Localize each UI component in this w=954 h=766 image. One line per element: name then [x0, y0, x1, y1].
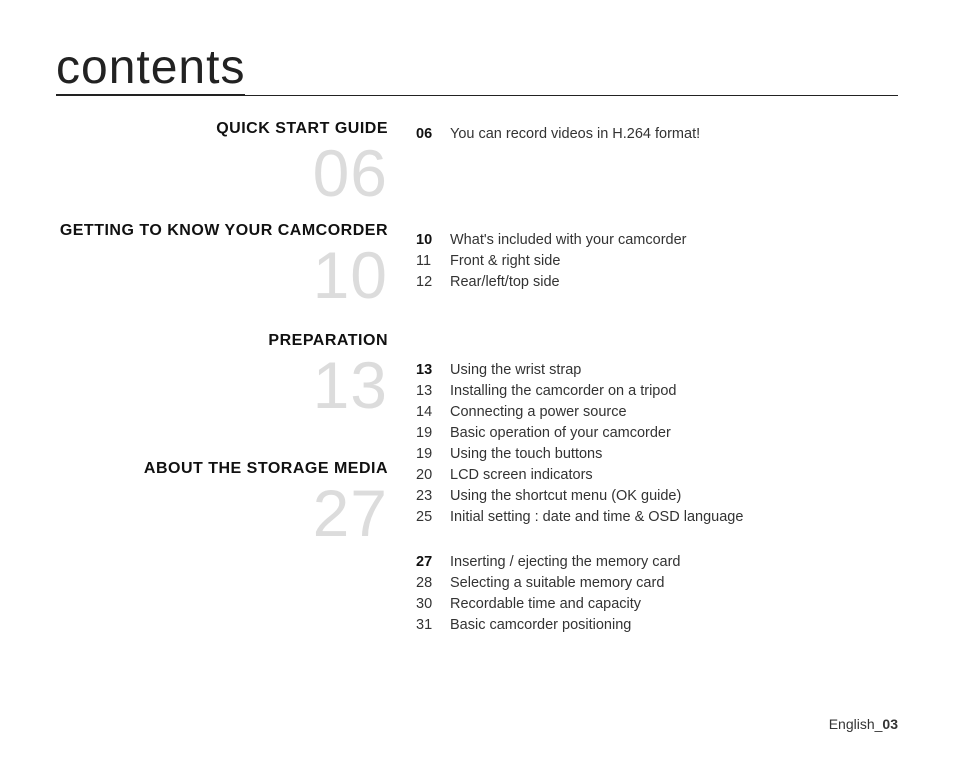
entry-page: 11	[416, 251, 450, 271]
entry-text: Using the shortcut menu (OK guide)	[450, 486, 898, 506]
entry-page: 12	[416, 272, 450, 292]
toc-entry: 10 What's included with your camcorder	[416, 230, 898, 250]
entry-text: Basic operation of your camcorder	[450, 423, 898, 443]
entry-page: 06	[416, 124, 450, 144]
entry-text: You can record videos in H.264 format!	[450, 124, 898, 144]
entry-text: Inserting / ejecting the memory card	[450, 552, 898, 572]
toc-entry: 30 Recordable time and capacity	[416, 594, 898, 614]
entries-column: 06 You can record videos in H.264 format…	[416, 120, 898, 636]
toc-entry: 19 Using the touch buttons	[416, 444, 898, 464]
entry-text: Installing the camcorder on a tripod	[450, 381, 898, 401]
page-footer: English_03	[829, 716, 898, 732]
entry-page: 30	[416, 594, 450, 614]
entry-text: Rear/left/top side	[450, 272, 898, 292]
section-page-number: 06	[56, 140, 388, 206]
entry-page: 19	[416, 423, 450, 443]
toc-entry: 31 Basic camcorder positioning	[416, 615, 898, 635]
section-heading-block: PREPARATION 13	[56, 308, 388, 418]
entry-text: Basic camcorder positioning	[450, 615, 898, 635]
section-page-number: 13	[56, 352, 388, 418]
section-heading-block: ABOUT THE STORAGE MEDIA 27	[56, 418, 388, 546]
entry-text: LCD screen indicators	[450, 465, 898, 485]
entry-text: Front & right side	[450, 251, 898, 271]
toc-entry: 19 Basic operation of your camcorder	[416, 423, 898, 443]
toc-entry: 06 You can record videos in H.264 format…	[416, 124, 898, 144]
footer-language: English	[829, 716, 875, 732]
title-underline: contents	[56, 44, 898, 96]
toc-entry: 13 Using the wrist strap	[416, 360, 898, 380]
entry-page: 31	[416, 615, 450, 635]
entry-text: Initial setting : date and time & OSD la…	[450, 507, 898, 527]
section-entries: 06 You can record videos in H.264 format…	[416, 124, 898, 230]
section-page-number: 27	[56, 480, 388, 546]
entry-text: Selecting a suitable memory card	[450, 573, 898, 593]
entry-page: 28	[416, 573, 450, 593]
footer-page-number: 03	[882, 716, 898, 732]
page-title: contents	[56, 44, 245, 96]
entry-page: 14	[416, 402, 450, 422]
entry-text: Using the wrist strap	[450, 360, 898, 380]
entry-page: 13	[416, 360, 450, 380]
toc-entry: 13 Installing the camcorder on a tripod	[416, 381, 898, 401]
content-columns: QUICK START GUIDE 06 GETTING TO KNOW YOU…	[56, 120, 898, 636]
section-entries: 27 Inserting / ejecting the memory card …	[416, 552, 898, 635]
section-heading-block: GETTING TO KNOW YOUR CAMCORDER 10	[56, 206, 388, 308]
entry-page: 27	[416, 552, 450, 572]
entry-page: 23	[416, 486, 450, 506]
toc-entry: 12 Rear/left/top side	[416, 272, 898, 292]
toc-entry: 27 Inserting / ejecting the memory card	[416, 552, 898, 572]
toc-entry: 25 Initial setting : date and time & OSD…	[416, 507, 898, 527]
entry-text: Recordable time and capacity	[450, 594, 898, 614]
section-heading-block: QUICK START GUIDE 06	[56, 120, 388, 206]
entry-page: 10	[416, 230, 450, 250]
section-page-number: 10	[56, 242, 388, 308]
toc-entry: 28 Selecting a suitable memory card	[416, 573, 898, 593]
entry-page: 13	[416, 381, 450, 401]
toc-entry: 11 Front & right side	[416, 251, 898, 271]
entry-page: 19	[416, 444, 450, 464]
entry-text: What's included with your camcorder	[450, 230, 898, 250]
section-entries: 13 Using the wrist strap 13 Installing t…	[416, 360, 898, 552]
entry-text: Using the touch buttons	[450, 444, 898, 464]
manual-contents-page: contents QUICK START GUIDE 06 GETTING TO…	[0, 0, 954, 766]
entry-page: 25	[416, 507, 450, 527]
toc-entry: 23 Using the shortcut menu (OK guide)	[416, 486, 898, 506]
entry-page: 20	[416, 465, 450, 485]
section-entries: 10 What's included with your camcorder 1…	[416, 230, 898, 360]
entry-text: Connecting a power source	[450, 402, 898, 422]
toc-entry: 14 Connecting a power source	[416, 402, 898, 422]
toc-entry: 20 LCD screen indicators	[416, 465, 898, 485]
section-headings-column: QUICK START GUIDE 06 GETTING TO KNOW YOU…	[56, 120, 416, 636]
